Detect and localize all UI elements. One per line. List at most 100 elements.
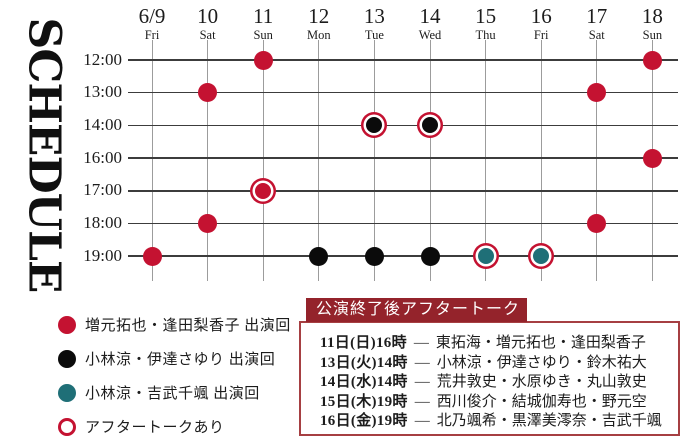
grid-dot bbox=[198, 83, 218, 103]
header-date-label: 10 Sat bbox=[180, 6, 236, 42]
grid-dot bbox=[309, 246, 329, 266]
grid-row-line bbox=[128, 124, 678, 127]
legend-label: 小林涼・伊達さゆり 出演回 bbox=[85, 352, 276, 368]
grid-column-line bbox=[596, 40, 598, 281]
grid-dot bbox=[422, 117, 438, 134]
legend-item-black: 小林涼・伊達さゆり 出演回 bbox=[58, 348, 291, 369]
header-date-label: 11 Sun bbox=[235, 6, 291, 42]
entry-separator: ― bbox=[414, 393, 430, 410]
grid-column-line bbox=[207, 40, 209, 281]
aftertalk-title-bar: 公演終了後アフタートーク bbox=[306, 298, 527, 322]
entry-datetime: 13日(火)14時 bbox=[320, 354, 408, 371]
grid-dot bbox=[364, 246, 384, 266]
date-number: 6/9 bbox=[138, 4, 166, 28]
legend-label: アフタートークあり bbox=[85, 420, 225, 436]
date-number: 18 bbox=[641, 4, 663, 28]
aftertalk-entry: 15日(木)19時 ― 西川俊介・結城伽寿也・野元空 bbox=[320, 393, 662, 413]
entry-separator: ― bbox=[414, 374, 430, 390]
entry-datetime: 11日(日)16時 bbox=[320, 335, 407, 351]
grid-dot bbox=[477, 248, 494, 265]
grid-row-line bbox=[128, 255, 678, 257]
grid-dot bbox=[642, 50, 662, 70]
grid-dot bbox=[420, 246, 440, 266]
red-dot-icon bbox=[58, 315, 76, 334]
grid-dot bbox=[587, 214, 607, 233]
time-label: 13:00 bbox=[83, 82, 122, 102]
aftertalk-ring-icon bbox=[58, 417, 76, 436]
legend-item-red: 増元拓也・逢田梨香子 出演回 bbox=[58, 314, 291, 335]
weekday-label: Sun bbox=[253, 28, 273, 42]
legend-label: 増元拓也・逢田梨香子 出演回 bbox=[85, 318, 291, 334]
grid-row-line bbox=[128, 91, 678, 94]
grid-column-line bbox=[540, 40, 542, 281]
weekday-label: Sat bbox=[199, 28, 216, 42]
header-date-label: 18 Sun bbox=[624, 6, 680, 42]
aftertalk-entry: 11日(日)16時 ― 東拓海・増元拓也・逢田梨香子 bbox=[320, 334, 662, 354]
time-label: 16:00 bbox=[83, 147, 122, 167]
aftertalk-box bbox=[299, 321, 680, 436]
date-number: 10 bbox=[197, 4, 219, 28]
teal-dot-icon bbox=[58, 383, 76, 402]
weekday-label: Fri bbox=[144, 28, 160, 42]
aftertalk-entry: 13日(火)14時 ― 小林涼・伊達さゆり・鈴木祐大 bbox=[320, 354, 662, 374]
legend-label: 小林涼・吉武千颯 出演回 bbox=[85, 386, 260, 402]
weekday-label: Fri bbox=[533, 28, 549, 42]
entry-guests: 東拓海・増元拓也・逢田梨香子 bbox=[435, 335, 646, 351]
entry-separator: ― bbox=[413, 335, 429, 351]
header-date-label: 15 Thu bbox=[458, 6, 514, 42]
header-date-label: 6/9 Fri bbox=[124, 6, 180, 42]
header-date-label: 17 Sat bbox=[569, 6, 625, 42]
header-date-label: 12 Mon bbox=[291, 6, 347, 42]
grid-row-line bbox=[128, 222, 678, 225]
weekday-label: Tue bbox=[364, 28, 384, 42]
aftertalk-entry: 14日(水)14時 ― 荒井敦史・水原ゆき・丸山敦史 bbox=[320, 373, 662, 393]
date-number: 17 bbox=[586, 4, 608, 28]
grid-dot bbox=[198, 214, 218, 233]
header-date-label: 13 Tue bbox=[346, 6, 402, 42]
grid-column-line bbox=[151, 40, 153, 281]
weekday-label: Thu bbox=[475, 28, 496, 42]
entry-datetime: 14日(水)14時 bbox=[320, 374, 408, 390]
header-date-label: 16 Fri bbox=[513, 6, 569, 42]
entry-datetime: 15日(木)19時 bbox=[320, 393, 408, 410]
aftertalk-list: 11日(日)16時 ― 東拓海・増元拓也・逢田梨香子 13日(火)14時 ― 小林涼・伊… bbox=[320, 334, 662, 432]
black-dot-icon bbox=[58, 349, 76, 368]
grid-row-line bbox=[128, 157, 678, 159]
grid-dot bbox=[366, 117, 383, 134]
date-number: 14 bbox=[419, 4, 441, 28]
legend-item-aftertalk: アフタートークあり bbox=[58, 416, 291, 437]
grid-column-line bbox=[318, 40, 320, 281]
weekday-label: Wed bbox=[418, 28, 442, 42]
weekday-label: Sat bbox=[588, 28, 605, 42]
date-number: 12 bbox=[308, 4, 330, 28]
date-number: 16 bbox=[530, 4, 552, 28]
entry-guests: 小林涼・伊達さゆり・鈴木祐大 bbox=[436, 354, 647, 371]
aftertalk-entry: 16日(金)19時 ― 北乃颯希・黒澤美澪奈・吉武千颯 bbox=[320, 412, 662, 432]
date-number: 13 bbox=[363, 4, 385, 28]
grid-dot bbox=[142, 246, 162, 266]
entry-separator: ― bbox=[414, 413, 430, 429]
date-number: 11 bbox=[253, 4, 274, 28]
date-number: 15 bbox=[475, 4, 497, 28]
time-label: 17:00 bbox=[83, 180, 122, 200]
grid-dot bbox=[253, 50, 273, 70]
time-label: 14:00 bbox=[83, 114, 122, 134]
grid-dot bbox=[533, 248, 550, 265]
grid-column-line bbox=[485, 40, 487, 281]
grid-column-line bbox=[429, 40, 431, 281]
grid-row-line bbox=[128, 59, 678, 61]
time-label: 19:00 bbox=[83, 245, 122, 265]
header-date-label: 14 Wed bbox=[402, 6, 458, 42]
entry-datetime: 16日(金)19時 bbox=[320, 413, 408, 429]
weekday-label: Sun bbox=[642, 28, 663, 42]
time-label: 12:00 bbox=[83, 49, 122, 69]
entry-separator: ― bbox=[414, 354, 430, 371]
entry-guests: 荒井敦史・水原ゆき・丸山敦史 bbox=[436, 374, 647, 390]
time-label: 18:00 bbox=[83, 213, 122, 232]
grid-column-line bbox=[262, 40, 264, 281]
grid-dot bbox=[255, 182, 272, 199]
grid-column-line bbox=[373, 40, 375, 281]
legend-item-teal: 小林涼・吉武千颯 出演回 bbox=[58, 382, 291, 403]
grid-dot bbox=[642, 148, 662, 168]
